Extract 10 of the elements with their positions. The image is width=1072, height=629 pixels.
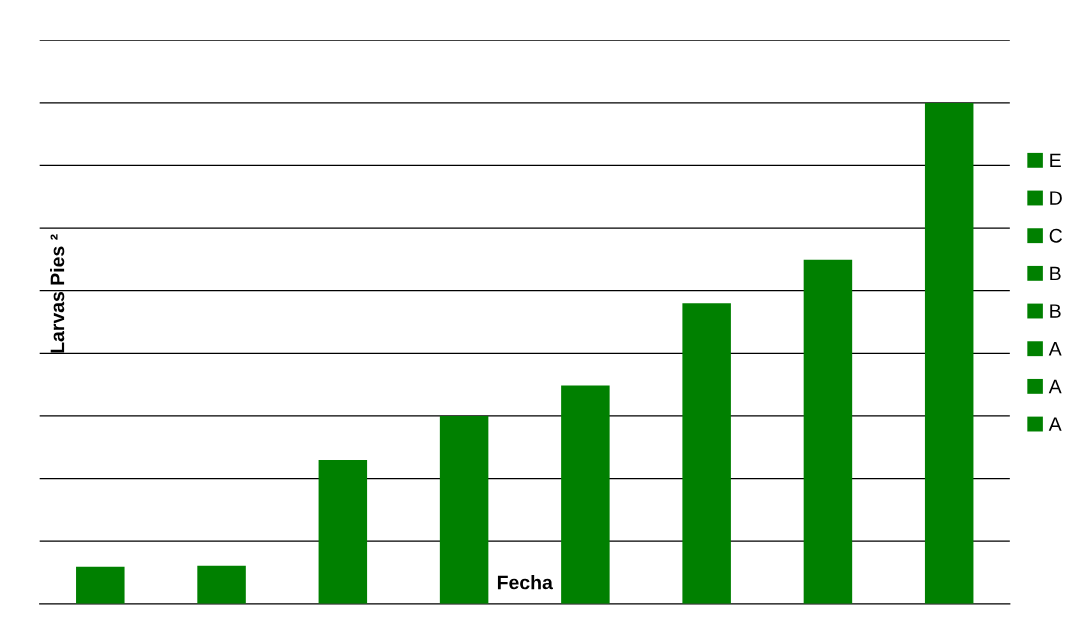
legend-label: A bbox=[1048, 417, 1062, 431]
legend-label: A bbox=[1048, 342, 1062, 356]
x-axis-title: Fecha bbox=[497, 575, 553, 590]
legend-label: B bbox=[1050, 266, 1061, 281]
y-axis-title: Larvas Pies ² bbox=[50, 234, 65, 353]
legend-label: C bbox=[1049, 228, 1063, 243]
legend-label: D bbox=[1050, 191, 1062, 205]
legend-label: A bbox=[1048, 379, 1062, 394]
legend-label: E bbox=[1050, 153, 1061, 168]
legend-label: B bbox=[1050, 304, 1061, 318]
